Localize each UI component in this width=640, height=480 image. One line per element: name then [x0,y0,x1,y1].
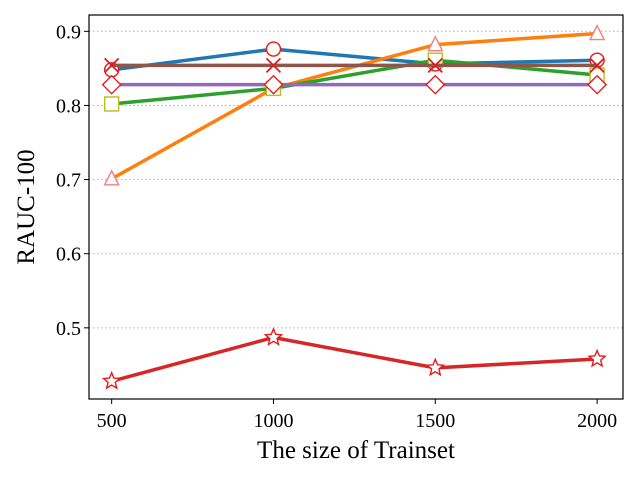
series-brown-point [265,57,282,74]
y-axis-label: RAUC-100 [13,149,40,264]
series-green-line [109,58,599,106]
series-red-point [263,327,284,346]
series-purple [101,74,608,95]
series-blue-point [265,41,282,57]
y-tick-label: 0.5 [56,318,81,340]
series-blue-line [109,47,599,72]
y-tick-label: 0.8 [56,95,81,117]
x-tick-label: 2000 [577,410,617,432]
series-red-line [109,335,599,383]
series-purple-point [425,74,446,95]
series-red-point [101,370,122,390]
series-brown [104,57,605,74]
y-tick-label: 0.6 [56,244,81,266]
x-tick-label: 1000 [253,410,293,432]
x-tick-label: 500 [97,410,127,432]
x-tick-label: 1500 [415,410,455,432]
series-orange-point [427,35,444,52]
series-purple-point [263,74,284,95]
series-purple-point [101,74,122,95]
x-axis-label: The size of Trainset [257,437,455,464]
series-lines [101,23,608,390]
series-brown-point [104,57,120,74]
series-red-point [425,357,446,377]
series-orange-point [103,169,120,186]
series-green-point [103,96,120,112]
series-red-point [587,348,607,368]
y-tick-label: 0.9 [56,21,81,43]
series-purple-point [587,74,608,95]
series-brown-point [589,57,605,74]
grid-lines [89,30,623,329]
series-orange-point [588,23,606,41]
series-brown-point [427,57,443,74]
series-red [101,327,607,390]
y-tick-label: 0.7 [56,170,81,192]
series-blue [103,41,605,78]
axis-ticks: 0.5 0.6 0.7 0.8 0.9 500 1000 1500 2000 [56,21,617,432]
plot-frame [88,14,624,400]
